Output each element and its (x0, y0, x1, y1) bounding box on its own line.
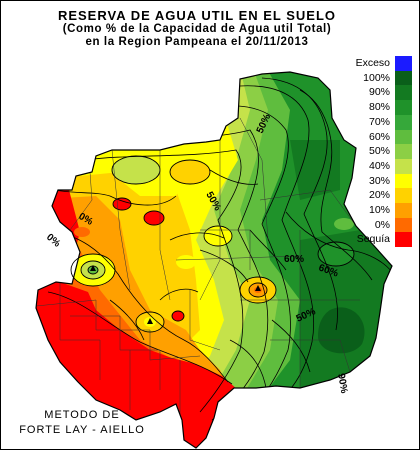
map-title: RESERVA DE AGUA UTIL EN EL SUELO (Como %… (0, 9, 394, 49)
contour-label: 0% (44, 232, 62, 250)
contour-rings (70, 155, 355, 333)
legend-row: 60% (360, 129, 418, 145)
region-outline (35, 71, 393, 449)
legend-row: 20% (360, 188, 418, 204)
legend-swatch (395, 144, 412, 160)
title-line-1: RESERVA DE AGUA UTIL EN EL SUELO (57, 8, 337, 23)
legend-swatch (395, 56, 412, 71)
title-line-2: (Como % de la Capacidad de Agua util Tot… (62, 23, 332, 35)
method-caption: METODO DE FORTE LAY - AIELLO (7, 408, 157, 438)
legend-row: 30% (360, 173, 418, 189)
legend-swatch (395, 70, 412, 86)
legend-label: Sequía (356, 233, 390, 246)
legend-label: 70% (368, 115, 390, 128)
department-boundaries (36, 117, 360, 420)
moisture-fill (36, 72, 392, 448)
legend-swatch (395, 85, 412, 101)
legend-swatch (395, 129, 412, 145)
title-line-3: en la Region Pampeana el 20/11/2013 (85, 36, 309, 48)
legend-row: 80% (360, 100, 418, 116)
legend-label: 60% (368, 130, 390, 143)
legend-swatch (395, 158, 412, 174)
legend-swatch (395, 188, 412, 204)
legend-label: 40% (368, 159, 390, 172)
legend-swatch (395, 217, 412, 233)
station-marker (147, 318, 153, 324)
legend-label: 30% (368, 174, 390, 187)
legend-row: 0% (360, 217, 418, 233)
method-line-1: METODO DE (44, 409, 120, 421)
legend-label: 90% (368, 86, 390, 99)
station-markers (90, 265, 261, 324)
legend-swatch (395, 114, 412, 130)
legend-row: 40% (360, 158, 418, 174)
legend-label: 100% (363, 71, 390, 84)
legend-row: 90% (360, 85, 418, 101)
legend-row: Sequía (356, 232, 418, 248)
legend-row: 50% (360, 144, 418, 160)
legend-swatch (395, 173, 412, 189)
station-marker (90, 265, 96, 271)
method-line-2: FORTE LAY - AIELLO (19, 424, 145, 436)
legend-row: 100% (360, 70, 418, 86)
contour-label: 60% (284, 254, 304, 265)
legend-label: Exceso (355, 57, 390, 69)
legend-row: 70% (360, 114, 418, 130)
legend-label: 80% (368, 101, 390, 114)
legend-label: 10% (368, 204, 390, 216)
station-marker (255, 285, 261, 291)
legend-row: 10% (360, 203, 418, 218)
legend-label: 20% (368, 189, 390, 202)
legend-label: 50% (368, 145, 390, 158)
legend-label: 0% (374, 218, 390, 231)
legend-row: Exceso (356, 56, 418, 71)
legend-swatch (395, 232, 412, 248)
legend-swatch (395, 100, 412, 116)
contour-label: 90% (335, 373, 349, 395)
legend-swatch (395, 203, 412, 218)
